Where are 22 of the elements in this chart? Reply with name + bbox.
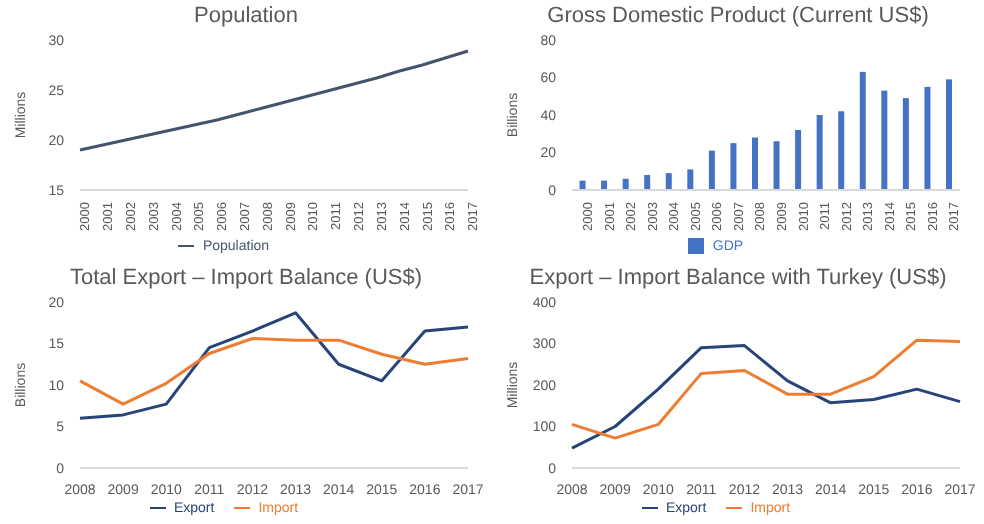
chart-title: Gross Domestic Product (Current US$) <box>545 2 931 32</box>
bar <box>795 130 802 190</box>
bar <box>644 175 651 190</box>
bar <box>945 79 952 190</box>
bar <box>924 86 931 190</box>
line-series <box>78 337 470 406</box>
bar <box>751 137 758 190</box>
chart-title: Export – Import Balance with Turkey (US$) <box>527 264 949 294</box>
bar <box>816 115 823 190</box>
line-series <box>78 311 470 420</box>
bar <box>708 150 715 190</box>
bar <box>838 111 845 190</box>
bar <box>902 98 909 190</box>
bar <box>773 141 780 190</box>
line-series <box>78 49 470 152</box>
bar <box>665 173 672 190</box>
chart-title: Total Export – Import Balance (US$) <box>67 264 425 294</box>
bar <box>730 143 737 190</box>
chart-title: Population <box>192 2 300 32</box>
bar <box>687 169 694 190</box>
bar <box>859 71 866 190</box>
bar <box>881 90 888 190</box>
